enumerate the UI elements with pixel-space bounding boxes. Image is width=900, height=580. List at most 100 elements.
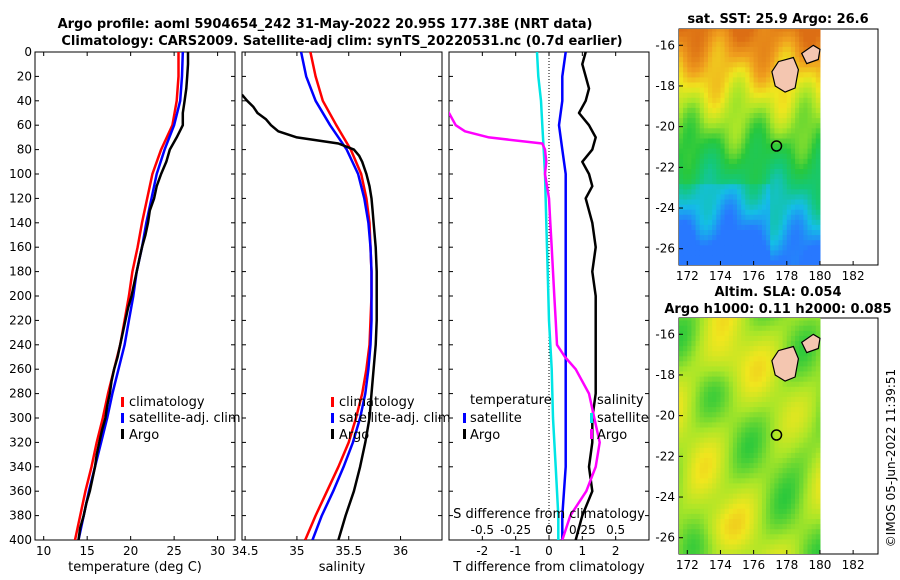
float-position-marker <box>770 429 783 441</box>
map-cell <box>737 513 742 519</box>
series-line-t-satellite <box>557 52 567 540</box>
map-cell <box>724 244 730 251</box>
map-cell <box>745 442 750 448</box>
map-cell <box>766 528 771 535</box>
map-cell <box>737 426 742 433</box>
map-cell <box>753 391 759 397</box>
map-cell <box>766 543 771 550</box>
map-cell <box>728 543 734 550</box>
map-cell <box>728 320 734 326</box>
map-cell <box>778 335 784 341</box>
map-cell <box>799 447 804 453</box>
map-cell <box>741 437 746 443</box>
map-cell <box>712 168 717 175</box>
map-cell <box>728 204 734 210</box>
map-cell <box>679 71 684 78</box>
map-cell <box>770 137 775 144</box>
map-cell <box>724 548 730 554</box>
map-cell <box>753 318 759 321</box>
map-cell <box>728 386 734 392</box>
map-cell <box>683 178 688 185</box>
map-cell <box>778 259 784 265</box>
map-cell <box>811 132 817 139</box>
map-cell <box>724 56 730 63</box>
map-cell <box>815 416 821 423</box>
map-cell <box>741 97 746 103</box>
map-cell <box>687 513 692 519</box>
map-cell <box>708 132 713 139</box>
map-cell <box>799 355 804 362</box>
map-cell <box>691 163 697 169</box>
map-cell <box>749 29 755 32</box>
map-cell <box>691 137 697 144</box>
map-cell <box>708 330 713 336</box>
map-cell <box>753 127 759 134</box>
map-cell <box>732 325 738 331</box>
map-cell <box>811 467 817 474</box>
map-cell <box>799 71 804 78</box>
map-cell <box>679 548 684 554</box>
map-cell <box>708 148 713 154</box>
map-cell <box>778 482 784 489</box>
map-cell <box>770 127 775 134</box>
map-cell <box>716 386 721 392</box>
map-cell <box>815 61 821 68</box>
map-cell <box>770 87 775 93</box>
map-cell <box>757 204 763 210</box>
map-y-tick-label: -22 <box>655 449 675 463</box>
map-cell <box>778 168 784 175</box>
map-cell <box>753 41 759 47</box>
map-cell <box>811 401 817 408</box>
map-cell <box>741 386 746 392</box>
map-cell <box>708 493 713 499</box>
map-cell <box>811 148 817 154</box>
map-cell <box>695 66 701 73</box>
map-cell <box>687 31 692 37</box>
map-cell <box>749 462 755 469</box>
map-cell <box>695 36 701 42</box>
map-cell <box>753 320 759 326</box>
map-cell <box>786 224 792 230</box>
map-cell <box>749 31 755 37</box>
map-cell <box>770 259 775 265</box>
map-cell <box>774 142 780 149</box>
map-cell <box>695 376 701 382</box>
map-cell <box>703 340 709 347</box>
map-cell <box>679 498 684 504</box>
map-cell <box>732 178 738 185</box>
map-cell <box>699 401 705 408</box>
map-cell <box>782 229 788 236</box>
map-cell <box>728 477 734 484</box>
map-cell <box>803 548 809 554</box>
map-cell <box>790 391 796 397</box>
map-cell <box>720 396 726 402</box>
map-cell <box>716 148 721 154</box>
map-cell <box>799 259 804 265</box>
map-cell <box>741 61 746 68</box>
map-cell <box>766 533 771 540</box>
map-cell <box>782 386 788 392</box>
map-cell <box>691 518 697 525</box>
map-cell <box>807 219 813 225</box>
map-cell <box>782 340 788 347</box>
map-cell <box>679 528 684 535</box>
map-cell <box>761 117 767 124</box>
map-cell <box>807 229 813 236</box>
map-cell <box>807 87 813 93</box>
map-cell <box>741 503 746 509</box>
map-cell <box>761 158 767 164</box>
map-cell <box>699 158 705 164</box>
map-cell <box>766 320 771 326</box>
map-cell <box>720 523 726 530</box>
map-cell <box>732 41 738 47</box>
map-cell <box>786 107 792 113</box>
map-cell <box>803 533 809 540</box>
map-cell <box>807 117 813 124</box>
map-cell <box>683 137 688 144</box>
map-cell <box>737 442 742 448</box>
map-cell <box>786 29 792 32</box>
map-cell <box>683 107 688 113</box>
map-cell <box>749 508 755 514</box>
map-cell <box>753 340 759 347</box>
map-cell <box>799 543 804 550</box>
